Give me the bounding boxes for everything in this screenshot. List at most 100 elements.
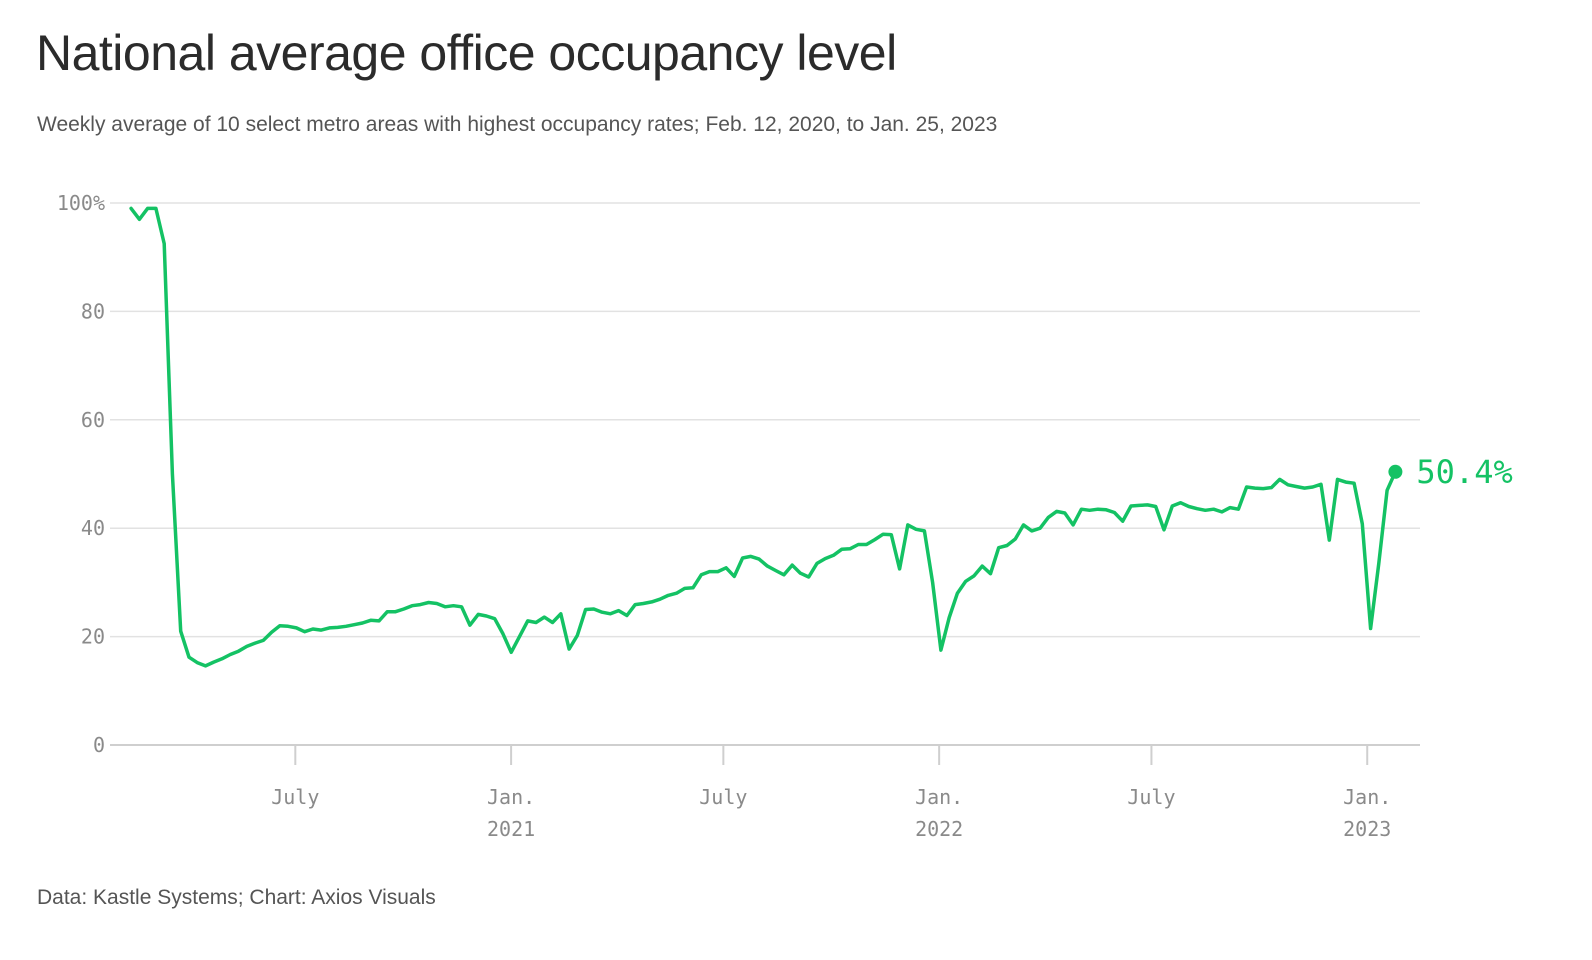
x-tick-label-4: July [1127,785,1175,809]
data-point-15 [253,641,257,645]
data-point-56 [592,607,596,611]
data-point-111 [1046,515,1050,519]
data-point-122 [1137,503,1141,507]
data-point-65 [666,593,670,597]
data-point-34 [410,604,414,608]
data-point-123 [1146,503,1150,507]
data-point-150 [1369,627,1373,631]
data-point-134 [1236,507,1240,511]
x-tick-year-5: 2023 [1343,817,1391,841]
data-point-133 [1228,506,1232,510]
data-point-143 [1311,485,1315,489]
data-point-145 [1327,538,1331,542]
data-point-82 [807,575,811,579]
y-tick-label-20: 20 [81,625,105,649]
data-point-78 [774,569,778,573]
data-point-100 [955,591,959,595]
data-point-71 [716,570,720,574]
data-point-121 [1129,504,1133,508]
data-point-68 [691,586,695,590]
data-point-63 [650,600,654,604]
data-point-51 [551,621,555,625]
data-point-70 [708,570,712,574]
data-point-84 [823,557,827,561]
data-point-115 [1079,507,1083,511]
data-point-108 [1022,523,1026,527]
data-point-52 [559,612,563,616]
data-point-40 [460,605,464,609]
data-point-55 [584,608,588,612]
data-point-117 [1096,507,1100,511]
data-point-152 [1385,488,1389,492]
data-point-144 [1319,482,1323,486]
data-point-48 [526,619,530,623]
data-point-135 [1245,485,1249,489]
data-point-54 [575,634,579,638]
data-point-147 [1344,480,1348,484]
data-point-8 [195,661,199,665]
data-point-3 [154,206,158,210]
data-point-113 [1063,511,1067,515]
data-point-131 [1212,507,1216,511]
x-tick-label-2: July [699,785,747,809]
data-point-19 [286,624,290,628]
data-point-50 [542,615,546,619]
data-point-140 [1286,483,1290,487]
data-point-89 [865,543,869,547]
data-point-109 [1030,529,1034,533]
data-point-77 [765,564,769,568]
series-line-occupancy [129,206,1398,668]
data-point-62 [641,602,645,606]
data-point-101 [964,579,968,583]
data-point-10 [212,660,216,664]
data-point-37 [435,602,439,606]
data-point-74 [741,556,745,560]
data-point-53 [567,647,571,651]
data-point-75 [749,554,753,558]
data-point-59 [617,609,621,613]
data-point-44 [493,617,497,621]
data-point-118 [1104,508,1108,512]
data-point-38 [443,605,447,609]
data-point-110 [1038,526,1042,530]
data-point-18 [278,624,282,628]
data-point-81 [798,571,802,575]
source-note: Data: Kastle Systems; Chart: Axios Visua… [37,886,436,909]
data-points [129,206,1397,668]
data-point-5 [170,472,174,476]
data-point-132 [1220,510,1224,514]
y-axis: 0 20 40 60 80 100% [57,191,105,757]
data-point-16 [261,638,265,642]
data-point-76 [757,557,761,561]
x-tick-label-5: Jan. [1343,785,1391,809]
data-point-98 [939,648,943,652]
data-point-42 [476,612,480,616]
data-point-45 [501,632,505,636]
data-point-125 [1162,528,1166,532]
data-point-90 [873,538,877,542]
data-point-127 [1179,501,1183,505]
y-tick-label-100: 100% [57,191,105,215]
data-point-136 [1253,486,1257,490]
x-tick-label-1: Jan. [487,785,535,809]
data-point-88 [856,543,860,547]
data-point-73 [732,574,736,578]
y-tick-label-60: 60 [81,408,105,432]
data-point-43 [484,614,488,618]
data-point-47 [518,635,522,639]
data-point-104 [989,572,993,576]
chart-subtitle: Weekly average of 10 select metro areas … [37,113,998,136]
data-point-148 [1352,481,1356,485]
data-point-24 [327,626,331,630]
end-point-marker [1388,464,1403,479]
data-point-93 [898,567,902,571]
data-point-96 [922,529,926,533]
data-point-129 [1195,507,1199,511]
data-point-137 [1261,487,1265,491]
data-point-103 [980,564,984,568]
data-point-86 [840,547,844,551]
data-point-6 [179,629,183,633]
data-point-22 [311,627,315,631]
data-point-4 [162,242,166,246]
